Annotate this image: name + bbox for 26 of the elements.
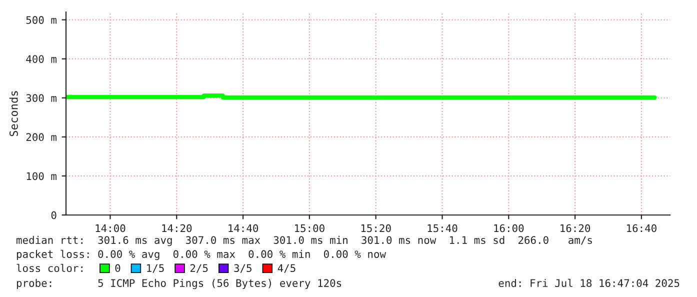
x-tick-label: 15:00 [295,224,324,232]
x-tick-label: 15:20 [361,224,391,232]
legend-label: 2/5 [190,264,208,273]
x-tick-label: 14:00 [96,224,126,232]
x-tick-label: 16:40 [627,224,656,232]
y-tick-label: 0 [51,211,56,220]
legend-label: 4/5 [278,264,296,273]
x-tick-label: 14:20 [162,224,192,232]
y-tick-label: 200 m [26,133,56,142]
text: end: Fri Jul 18 16:47:04 2025 [498,278,680,288]
text: median rtt: 301.6 ms avg 307.0 ms max 301.0 ms min 301.0 ms now 1.1 ms sd 266.0 am/s [16,236,592,246]
y-tick-label: 500 m [26,16,56,24]
text: probe: 5 ICMP Echo Pings (56 Bytes) every 120s [16,278,342,290]
y-tick-label: 400 m [26,55,56,63]
x-tick-label: 15:40 [428,224,458,232]
x-tick-label: 14:40 [228,224,258,232]
x-tick-label: 16:00 [494,224,524,232]
text: packet loss: 0.00 % avg 0.00 % max 0.00 % min 0.00 % now [16,250,386,260]
legend-label: 0 [115,264,120,272]
x-tick-label: 16:20 [560,224,590,232]
y-tick-label: 100 m [26,172,56,180]
legend-title: loss color: [16,264,82,272]
y-axis-title: Seconds [9,91,18,136]
legend-label: 3/5 [234,264,252,273]
y-tick-label: 300 m [26,94,56,102]
legend-label: 1/5 [147,264,164,273]
